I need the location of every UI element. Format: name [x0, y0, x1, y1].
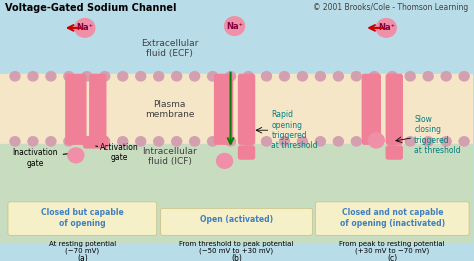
- Text: At resting potential
(−70 mV): At resting potential (−70 mV): [49, 241, 116, 254]
- Text: Na⁺: Na⁺: [378, 23, 395, 32]
- Circle shape: [190, 137, 200, 146]
- Circle shape: [226, 72, 236, 81]
- Circle shape: [405, 137, 415, 146]
- Circle shape: [154, 137, 164, 146]
- Circle shape: [68, 148, 84, 163]
- FancyBboxPatch shape: [386, 146, 402, 159]
- Text: Na⁺: Na⁺: [226, 22, 243, 31]
- Bar: [0, 0, 473, 74]
- Circle shape: [368, 133, 384, 148]
- Circle shape: [28, 137, 38, 146]
- Circle shape: [100, 72, 110, 81]
- Circle shape: [262, 137, 272, 146]
- FancyBboxPatch shape: [362, 74, 380, 144]
- Text: Intracellular
fluid (ICF): Intracellular fluid (ICF): [142, 147, 197, 166]
- Text: Voltage-Gated Sodium Channel: Voltage-Gated Sodium Channel: [5, 3, 176, 13]
- Circle shape: [75, 19, 95, 37]
- Circle shape: [100, 137, 110, 146]
- Bar: [0, 74, 473, 144]
- Circle shape: [46, 137, 56, 146]
- Circle shape: [351, 72, 361, 81]
- Circle shape: [244, 72, 254, 81]
- Circle shape: [46, 72, 56, 81]
- Circle shape: [226, 137, 236, 146]
- Circle shape: [459, 137, 469, 146]
- Circle shape: [172, 137, 182, 146]
- Circle shape: [315, 72, 325, 81]
- Circle shape: [64, 72, 74, 81]
- Text: From threshold to peak potential
(−50 mV to +30 mV): From threshold to peak potential (−50 mV…: [179, 241, 294, 254]
- Circle shape: [333, 72, 343, 81]
- Text: Closed but capable
of opening: Closed but capable of opening: [41, 208, 124, 228]
- Text: Extracellular
fluid (ECF): Extracellular fluid (ECF): [141, 39, 198, 58]
- Circle shape: [280, 72, 290, 81]
- Circle shape: [280, 137, 290, 146]
- Circle shape: [333, 137, 343, 146]
- Text: Inactivation
gate: Inactivation gate: [12, 148, 67, 168]
- FancyBboxPatch shape: [66, 74, 86, 144]
- Circle shape: [441, 137, 451, 146]
- Circle shape: [423, 137, 433, 146]
- Circle shape: [459, 72, 469, 81]
- Circle shape: [82, 137, 92, 146]
- Circle shape: [10, 137, 20, 146]
- Circle shape: [172, 72, 182, 81]
- FancyBboxPatch shape: [84, 137, 108, 148]
- FancyBboxPatch shape: [238, 74, 255, 144]
- FancyBboxPatch shape: [215, 74, 233, 144]
- Bar: [0, 144, 473, 243]
- FancyBboxPatch shape: [161, 208, 312, 235]
- Circle shape: [297, 72, 308, 81]
- Circle shape: [10, 72, 20, 81]
- Circle shape: [118, 137, 128, 146]
- Text: Activation
gate: Activation gate: [96, 143, 139, 162]
- Text: Open (activated): Open (activated): [200, 215, 273, 224]
- Text: Na⁺: Na⁺: [76, 23, 93, 32]
- Circle shape: [244, 137, 254, 146]
- Circle shape: [369, 137, 379, 146]
- FancyBboxPatch shape: [386, 74, 402, 144]
- Text: From peak to resting potential
(+30 mV to −70 mV): From peak to resting potential (+30 mV t…: [339, 241, 445, 254]
- FancyBboxPatch shape: [315, 202, 469, 235]
- FancyBboxPatch shape: [90, 74, 106, 144]
- Text: Slow
closing
triggered
at threshold: Slow closing triggered at threshold: [414, 115, 461, 155]
- Circle shape: [208, 72, 218, 81]
- Text: (c): (c): [387, 254, 397, 261]
- Circle shape: [387, 72, 397, 81]
- Circle shape: [315, 137, 325, 146]
- Circle shape: [297, 137, 308, 146]
- Text: Closed and not capable
of opening (inactivated): Closed and not capable of opening (inact…: [340, 208, 445, 228]
- Circle shape: [351, 137, 361, 146]
- Circle shape: [28, 72, 38, 81]
- Text: (b): (b): [231, 254, 242, 261]
- Text: © 2001 Brooks/Cole - Thomson Learning: © 2001 Brooks/Cole - Thomson Learning: [313, 3, 468, 12]
- Circle shape: [154, 72, 164, 81]
- Circle shape: [64, 137, 74, 146]
- Circle shape: [369, 72, 379, 81]
- Circle shape: [118, 72, 128, 81]
- Circle shape: [136, 72, 146, 81]
- Circle shape: [423, 72, 433, 81]
- Circle shape: [441, 72, 451, 81]
- Circle shape: [387, 137, 397, 146]
- FancyBboxPatch shape: [238, 146, 255, 159]
- Circle shape: [136, 137, 146, 146]
- Circle shape: [405, 72, 415, 81]
- Text: (a): (a): [77, 254, 88, 261]
- Circle shape: [225, 17, 245, 35]
- Circle shape: [262, 72, 272, 81]
- Text: Rapid
opening
triggered
at threshold: Rapid opening triggered at threshold: [272, 110, 318, 150]
- FancyBboxPatch shape: [8, 202, 157, 235]
- Circle shape: [217, 153, 233, 168]
- Text: Plasma
membrane: Plasma membrane: [145, 100, 194, 120]
- Circle shape: [376, 19, 396, 37]
- Circle shape: [208, 137, 218, 146]
- Circle shape: [82, 72, 92, 81]
- Circle shape: [190, 72, 200, 81]
